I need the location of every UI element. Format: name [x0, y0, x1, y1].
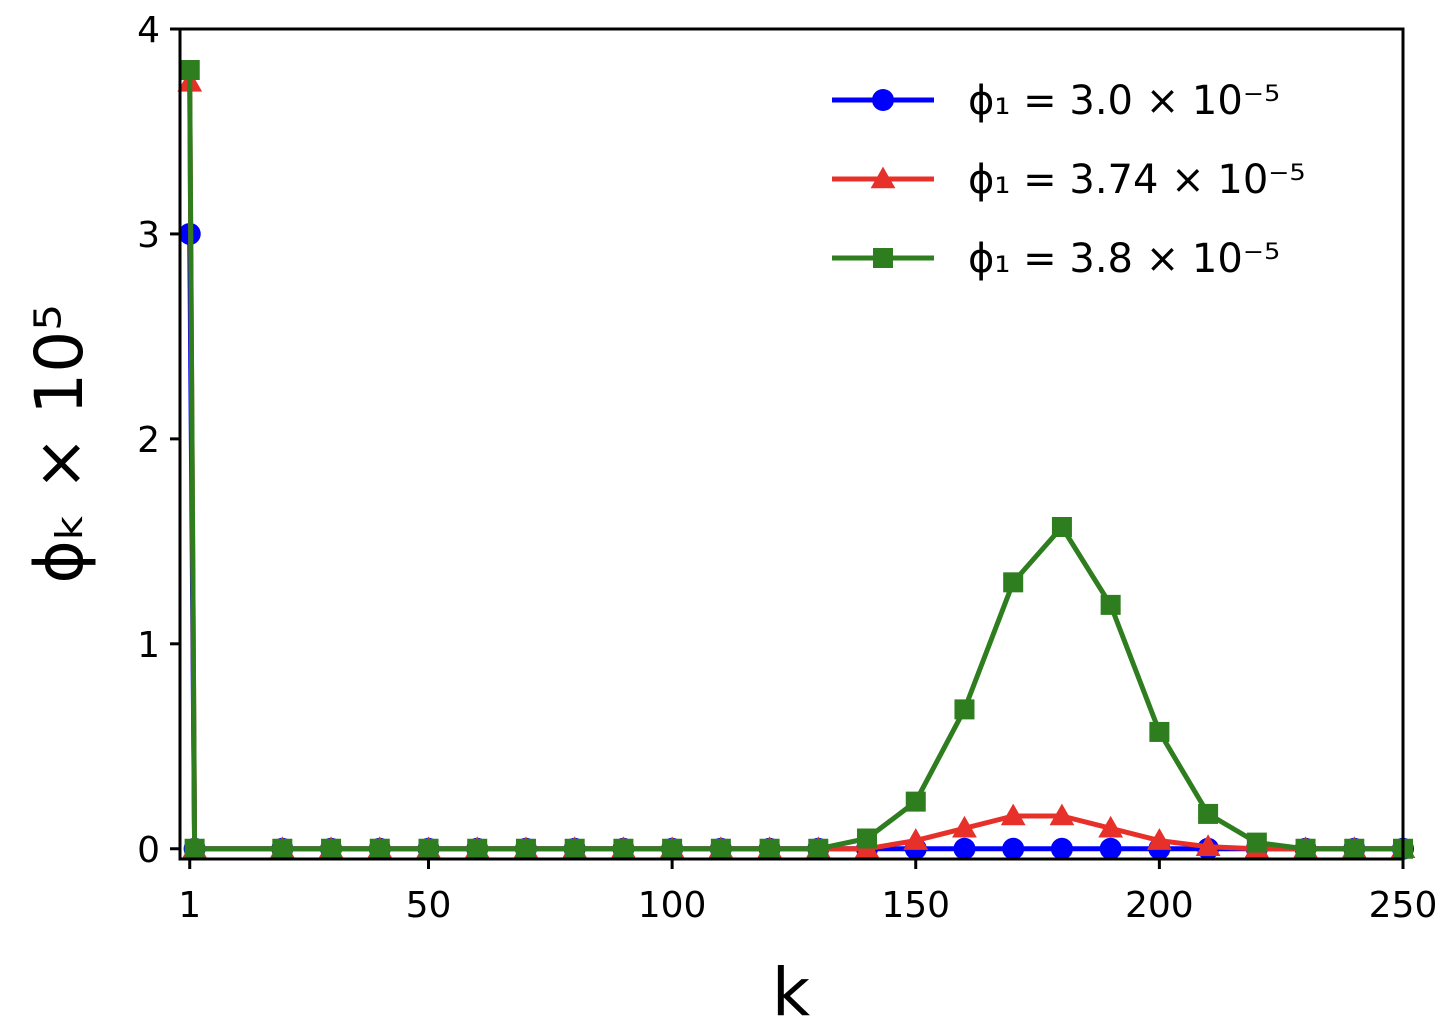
data-point [953, 837, 976, 860]
series-layer [177, 59, 1416, 860]
data-point [418, 838, 439, 859]
data-point [662, 838, 683, 859]
legend-entry-2: ϕ₁ = 3.74 × 10⁻⁵ [832, 157, 1305, 203]
data-point [1049, 803, 1075, 826]
x-tick-label: 50 [406, 885, 452, 926]
data-point [1344, 838, 1365, 859]
data-point [952, 815, 977, 838]
legend-swatch-marker [872, 89, 894, 111]
legend: ϕ₁ = 3.0 × 10⁻⁵ ϕ₁ = 3.74 × 10⁻⁵ ϕ₁ = 3.8 … [832, 78, 1305, 282]
y-tick-label: 0 [137, 830, 160, 871]
data-point [808, 838, 829, 859]
series-1 [178, 222, 1414, 860]
data-point [1050, 837, 1073, 860]
data-point [179, 59, 200, 80]
data-point [857, 828, 878, 849]
data-point [903, 828, 929, 850]
x-tick-label: 150 [881, 885, 950, 926]
legend-entry-1: ϕ₁ = 3.0 × 10⁻⁵ [832, 78, 1280, 124]
data-point [1246, 832, 1267, 853]
x-tick-label: 250 [1369, 885, 1438, 926]
data-point [905, 791, 926, 812]
legend-entry-3: ϕ₁ = 3.8 × 10⁻⁵ [832, 236, 1280, 282]
legend-swatch-marker [870, 166, 896, 189]
data-point [1146, 828, 1172, 850]
data-point [1295, 838, 1316, 859]
data-point [1002, 837, 1025, 860]
series-3 [179, 59, 1413, 859]
data-point [1003, 572, 1024, 593]
legend-swatch-marker [873, 248, 893, 268]
data-point [1000, 803, 1026, 826]
data-point [1051, 517, 1072, 537]
x-axis-label: k [772, 954, 811, 1030]
data-point [272, 838, 293, 859]
legend-label: ϕ₁ = 3.74 × 10⁻⁵ [968, 157, 1305, 203]
data-point [1149, 721, 1170, 742]
series-line-1 [187, 231, 1406, 852]
data-point [184, 838, 205, 859]
x-tick-label: 1 [178, 885, 201, 926]
legend-label: ϕ₁ = 3.0 × 10⁻⁵ [968, 78, 1280, 124]
data-point [1100, 594, 1121, 615]
legend-label: ϕ₁ = 3.8 × 10⁻⁵ [968, 236, 1280, 282]
data-point [321, 838, 342, 859]
data-point [1198, 803, 1219, 824]
data-point [467, 838, 488, 859]
data-point [369, 838, 390, 859]
data-point [1195, 834, 1221, 857]
data-point [613, 838, 634, 859]
data-point [1098, 815, 1124, 838]
data-point [759, 838, 780, 859]
y-axis-label: ϕₖ × 10⁵ [21, 304, 98, 583]
data-point [710, 838, 731, 859]
data-point [1099, 837, 1122, 860]
x-tick-label: 100 [638, 885, 707, 926]
data-point [515, 838, 536, 859]
y-tick-label: 3 [137, 215, 160, 256]
y-tick-label: 2 [137, 420, 160, 461]
y-tick-label: 4 [137, 10, 160, 51]
data-point [954, 699, 975, 720]
y-tick-label: 1 [137, 625, 160, 666]
x-tick-label: 200 [1125, 885, 1194, 926]
plot-frame [178, 27, 1405, 861]
data-point [564, 838, 585, 859]
